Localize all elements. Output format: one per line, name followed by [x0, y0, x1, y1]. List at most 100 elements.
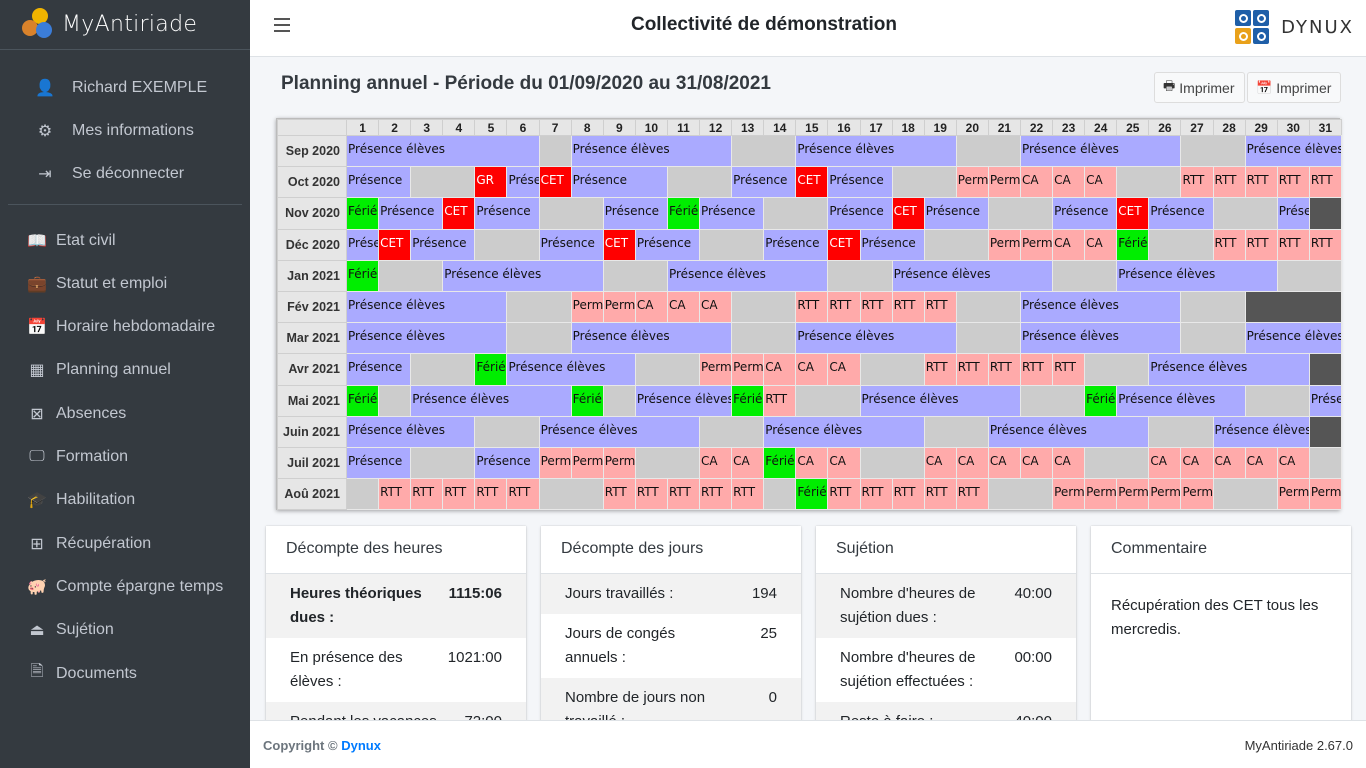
planning-cell-empty[interactable]	[538, 197, 604, 230]
planning-cell-cet[interactable]: CET	[538, 166, 572, 199]
planning-cell-empty[interactable]	[859, 446, 925, 480]
planning-cell-presence[interactable]: Présence	[345, 166, 412, 199]
planning-cell-rtt[interactable]: RTT	[634, 478, 668, 511]
planning-cell-ferie[interactable]: Férié	[1084, 384, 1118, 417]
planning-cell-presence[interactable]: Présence	[474, 446, 540, 480]
planning-cell-rtt[interactable]: RTT	[410, 478, 444, 511]
planning-cell-empty[interactable]	[699, 228, 765, 261]
planning-cell-empty[interactable]	[1308, 415, 1342, 448]
planning-cell-presence[interactable]: Présence	[1052, 197, 1118, 230]
planning-cell-rtt[interactable]: RTT	[1180, 166, 1214, 199]
sidebar-item-recuperation[interactable]: ⊞ Récupération	[0, 522, 250, 565]
sidebar-item-statut-et-emploi[interactable]: 💼 Statut et emploi	[0, 262, 250, 305]
planning-cell-presence[interactable]: Présence	[1148, 197, 1214, 230]
planning-cell-presence-eleves[interactable]: Présence élèves	[1019, 322, 1182, 355]
planning-cell-perm[interactable]: Perm	[1084, 478, 1118, 511]
planning-cell-presence[interactable]: Présence	[1276, 197, 1310, 230]
planning-cell-perm[interactable]: Perm	[538, 446, 572, 480]
planning-cell-ca[interactable]: CA	[1019, 446, 1054, 480]
planning-cell-empty[interactable]	[538, 478, 604, 511]
planning-cell-ca[interactable]: CA	[1052, 166, 1086, 199]
planning-cell-empty[interactable]	[1180, 322, 1246, 355]
planning-cell-ca[interactable]: CA	[1244, 446, 1278, 480]
planning-cell-rtt[interactable]: RTT	[923, 353, 957, 386]
planning-cell-empty[interactable]	[666, 166, 733, 199]
planning-cell-empty[interactable]	[987, 197, 1054, 230]
planning-cell-presence-eleves[interactable]: Présence élèves	[442, 259, 604, 292]
planning-cell-perm[interactable]: Perm	[602, 446, 636, 480]
planning-cell-empty[interactable]	[955, 322, 1021, 355]
planning-cell-rtt[interactable]: RTT	[827, 290, 861, 324]
sidebar-item-se-deconnecter[interactable]: ⇥ Se déconnecter	[16, 153, 234, 196]
hamburger-menu-icon[interactable]	[274, 18, 290, 32]
planning-cell-perm[interactable]: Perm	[987, 166, 1021, 199]
sidebar-item-horaire-hebdomadaire[interactable]: 📅 Horaire hebdomadaire	[0, 305, 250, 348]
planning-cell-empty[interactable]	[1244, 384, 1310, 417]
planning-cell-presence-eleves[interactable]: Présence élèves	[1019, 134, 1182, 168]
planning-cell-presence-eleves[interactable]: Présence élèves	[891, 259, 1054, 292]
planning-cell-rtt[interactable]: RTT	[474, 478, 508, 511]
planning-cell-presence-eleves[interactable]: Présence élèves	[666, 259, 829, 292]
planning-cell-perm[interactable]: Perm	[1308, 478, 1342, 511]
planning-cell-rtt[interactable]: RTT	[1212, 228, 1246, 261]
planning-cell-empty[interactable]	[1180, 290, 1246, 324]
planning-cell-cet[interactable]: CET	[602, 228, 636, 261]
planning-cell-rtt[interactable]: RTT	[1052, 353, 1086, 386]
planning-cell-empty[interactable]	[763, 197, 829, 230]
planning-cell-empty[interactable]	[1308, 446, 1342, 480]
planning-cell-rtt[interactable]: RTT	[987, 353, 1021, 386]
planning-cell-rtt[interactable]: RTT	[827, 478, 861, 511]
planning-cell-perm[interactable]: Perm	[1019, 228, 1054, 261]
planning-cell-perm[interactable]: Perm	[1180, 478, 1214, 511]
planning-cell-empty[interactable]	[1084, 446, 1150, 480]
planning-cell-cet[interactable]: CET	[378, 228, 412, 261]
planning-cell-presence[interactable]: Présence	[923, 197, 989, 230]
planning-cell-rtt[interactable]: RTT	[859, 478, 893, 511]
planning-cell-perm[interactable]: Perm	[1276, 478, 1310, 511]
planning-cell-rtt[interactable]: RTT	[1244, 166, 1278, 199]
planning-cell-empty[interactable]	[955, 134, 1021, 168]
sidebar-item-etat-civil[interactable]: 📖 Etat civil	[0, 219, 250, 262]
planning-cell-ca[interactable]: CA	[699, 446, 733, 480]
planning-cell-presence[interactable]: Présence	[506, 166, 540, 199]
planning-cell-ca[interactable]: CA	[827, 446, 861, 480]
planning-cell-rtt[interactable]: RTT	[859, 290, 893, 324]
sidebar-item-richard-exemple[interactable]: 👤 Richard EXEMPLE	[16, 66, 234, 109]
planning-cell-ca[interactable]: CA	[699, 290, 733, 324]
planning-cell-ca[interactable]: CA	[1052, 446, 1086, 480]
planning-cell-perm[interactable]: Perm	[699, 353, 733, 386]
planning-cell-ca[interactable]: CA	[1052, 228, 1086, 261]
planning-cell-empty[interactable]	[1276, 259, 1342, 292]
planning-cell-cet[interactable]: CET	[795, 166, 829, 199]
planning-cell-presence[interactable]: Présence	[859, 228, 925, 261]
planning-cell-perm[interactable]: Perm	[570, 446, 604, 480]
planning-cell-empty[interactable]	[410, 353, 476, 386]
planning-cell-empty[interactable]	[987, 478, 1054, 511]
planning-cell-ca[interactable]: CA	[795, 446, 829, 480]
planning-cell-empty[interactable]	[602, 384, 636, 417]
planning-cell-rtt[interactable]: RTT	[731, 478, 765, 511]
dynux-link[interactable]: Dynux	[341, 738, 381, 753]
planning-cell-presence-eleves[interactable]: Présence élèves	[345, 415, 476, 448]
planning-cell-rtt[interactable]: RTT	[955, 478, 989, 511]
planning-cell-presence-eleves[interactable]: Présence élèves	[345, 322, 508, 355]
planning-cell-perm[interactable]: Perm	[955, 166, 989, 199]
planning-cell-ca[interactable]: CA	[1276, 446, 1310, 480]
sidebar-item-absences[interactable]: ⊠ Absences	[0, 392, 250, 435]
planning-cell-empty[interactable]	[378, 384, 412, 417]
planning-cell-empty[interactable]	[1148, 228, 1214, 261]
sidebar-item-habilitation[interactable]: 🎓 Habilitation	[0, 479, 250, 522]
planning-cell-presence[interactable]: Présence	[570, 166, 668, 199]
planning-cell-empty[interactable]	[955, 290, 1021, 324]
planning-cell-presence-eleves[interactable]: Présence élèves	[1212, 415, 1310, 448]
planning-cell-perm[interactable]: Perm	[731, 353, 765, 386]
planning-cell-rtt[interactable]: RTT	[602, 478, 636, 511]
planning-cell-perm[interactable]: Perm	[570, 290, 604, 324]
planning-cell-ca[interactable]: CA	[1084, 228, 1118, 261]
planning-cell-ca[interactable]: CA	[634, 290, 668, 324]
planning-cell-rtt[interactable]: RTT	[1212, 166, 1246, 199]
planning-cell-ferie[interactable]: Férié	[763, 446, 797, 480]
planning-cell-empty[interactable]	[891, 166, 957, 199]
planning-cell-presence[interactable]: Présence	[827, 166, 893, 199]
planning-cell-empty[interactable]	[731, 134, 797, 168]
